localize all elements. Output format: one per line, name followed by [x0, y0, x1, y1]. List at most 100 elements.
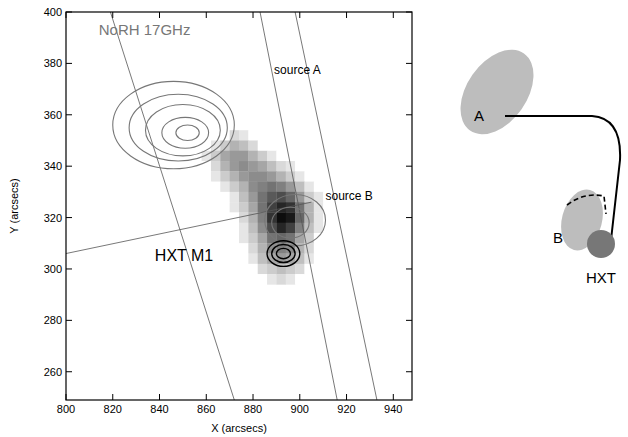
image-pixel [314, 264, 324, 275]
image-pixel [248, 192, 258, 203]
image-pixel [211, 264, 221, 275]
image-pixel [220, 130, 230, 141]
image-pixel [323, 233, 333, 244]
image-pixel [248, 130, 258, 141]
image-pixel [248, 243, 258, 254]
image-pixel [314, 233, 324, 244]
image-pixel [258, 151, 268, 162]
image-pixel [276, 151, 286, 162]
x-tick [393, 394, 394, 400]
image-pixel [304, 182, 314, 193]
image-pixel [202, 264, 212, 275]
x-tick [253, 394, 254, 400]
image-pixel [230, 223, 240, 234]
image-pixel [230, 171, 240, 182]
image-pixel [248, 182, 258, 193]
contour [145, 105, 220, 156]
image-pixel [276, 140, 286, 151]
image-pixel [267, 274, 277, 285]
image-pixel [258, 130, 268, 141]
image-pixel [304, 264, 314, 275]
y-tick [66, 268, 72, 269]
y-tick-label: 400 [44, 6, 62, 18]
image-pixel [258, 182, 268, 193]
image-pixel [258, 264, 268, 275]
annotation: source B [326, 189, 373, 203]
image-pixel [202, 192, 212, 203]
hxt-source [587, 230, 615, 258]
image-pixel [314, 254, 324, 265]
dashed-loop [567, 195, 606, 214]
image-pixel [202, 171, 212, 182]
image-pixel [239, 140, 249, 151]
figure: 8008208408608809009209402602803003203403… [0, 0, 628, 437]
image-pixel [314, 151, 324, 162]
image-pixel [239, 130, 249, 141]
image-pixel [220, 161, 230, 172]
image-pixel [239, 233, 249, 244]
x-tick [346, 394, 347, 400]
image-pixel [286, 151, 296, 162]
image-pixel [220, 274, 230, 285]
image-pixel [239, 202, 249, 213]
x-tick-label: 920 [337, 403, 355, 415]
y-tick [66, 63, 72, 64]
image-pixel [202, 182, 212, 193]
image-pixel [314, 274, 324, 285]
image-pixel [295, 140, 305, 151]
image-pixel [248, 140, 258, 151]
contour [265, 194, 326, 245]
image-pixel [239, 151, 249, 162]
image-pixel [239, 254, 249, 265]
image-pixel [276, 182, 286, 193]
image-pixel [258, 254, 268, 265]
image-pixel [295, 161, 305, 172]
image-pixel [248, 274, 258, 285]
image-pixel [248, 223, 258, 234]
image-pixel [239, 161, 249, 172]
image-pixel [304, 140, 314, 151]
image-pixel [267, 130, 277, 141]
y-tick-label: 260 [44, 366, 62, 378]
image-pixel [304, 151, 314, 162]
image-pixel [239, 212, 249, 223]
coordinate-grid-line [260, 12, 337, 400]
image-pixel [258, 274, 268, 285]
image-pixel [220, 140, 230, 151]
image-pixel [239, 192, 249, 203]
image-pixel [304, 130, 314, 141]
x-tick [253, 12, 254, 18]
image-pixel [286, 274, 296, 285]
image-pixel [323, 243, 333, 254]
x-tick [112, 12, 113, 18]
image-pixel [230, 264, 240, 275]
image-pixel [323, 264, 333, 275]
image-pixel [220, 233, 230, 244]
x-axis-title: X (arcsecs) [211, 422, 267, 434]
image-pixel [323, 130, 333, 141]
x-tick [66, 394, 67, 400]
image-pixel [220, 192, 230, 203]
x-tick [66, 12, 67, 18]
image-pixel [304, 161, 314, 172]
x-tick-label: 840 [150, 403, 168, 415]
image-pixel [286, 223, 296, 234]
image-pixel [323, 171, 333, 182]
image-pixel [211, 233, 221, 244]
image-pixel [276, 171, 286, 182]
image-pixel [276, 223, 286, 234]
image-pixel [230, 243, 240, 254]
x-tick [206, 394, 207, 400]
image-pixel [295, 274, 305, 285]
x-tick [299, 12, 300, 18]
image-pixel [314, 161, 324, 172]
x-tick [206, 12, 207, 18]
image-pixel [239, 182, 249, 193]
image-pixel [211, 192, 221, 203]
image-pixel [276, 274, 286, 285]
image-pixel [230, 274, 240, 285]
schematic: ABHXT [445, 36, 620, 286]
y-axis-title: Y (arcsecs) [8, 178, 20, 233]
contour [113, 81, 235, 168]
image-pixel [258, 161, 268, 172]
